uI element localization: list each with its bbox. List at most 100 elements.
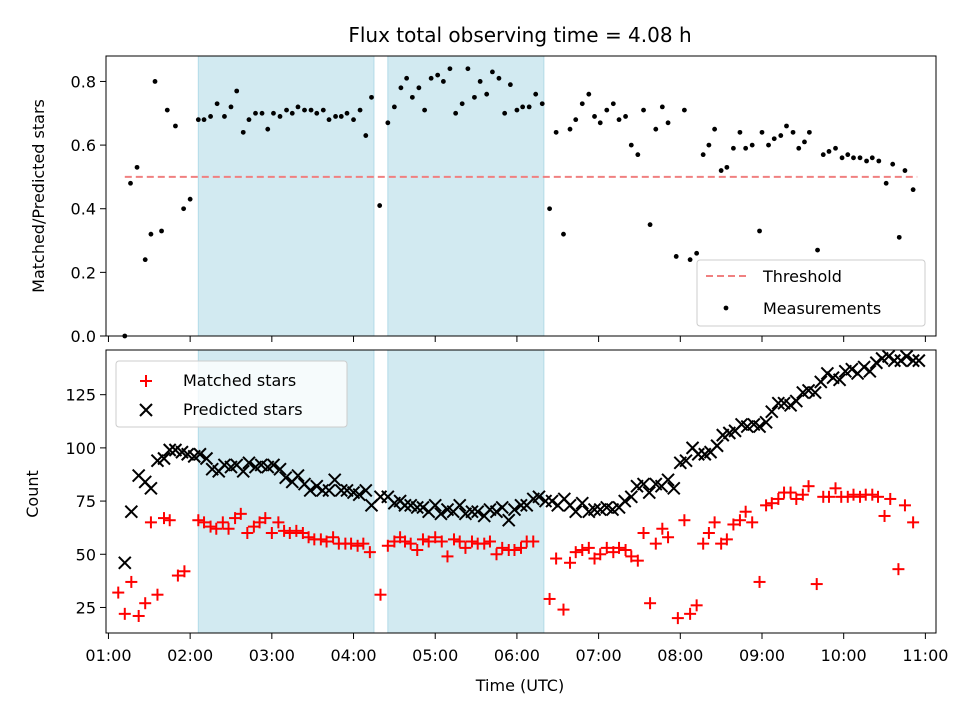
matched-star-point — [125, 575, 138, 588]
matched-star-point — [720, 533, 733, 546]
matched-star-point — [259, 512, 272, 525]
predicted-star-point — [863, 364, 877, 378]
predicted-star-point — [759, 415, 773, 430]
measurement-point — [326, 117, 332, 123]
matched-star-point — [241, 526, 254, 539]
measurement-point — [214, 101, 220, 107]
measurement-point — [665, 120, 671, 126]
predicted-star-stroke — [279, 470, 293, 485]
measurement-point — [766, 142, 771, 148]
predicted-star-stroke — [894, 353, 908, 368]
measurement-point — [440, 79, 446, 84]
predicted-star-point — [315, 483, 330, 498]
matched-star-point — [649, 537, 662, 550]
measurement-point — [604, 107, 610, 113]
measurement-point — [351, 117, 356, 123]
measurement-point — [796, 145, 802, 151]
predicted-star-stroke — [440, 502, 455, 517]
measurement-point — [159, 228, 164, 234]
predicted-star-stroke — [532, 490, 546, 504]
measurement-point — [724, 164, 730, 170]
chart-title: Flux total observing time = 4.08 h — [348, 23, 691, 47]
measurement-point — [757, 228, 762, 234]
predicted-star-stroke — [465, 505, 479, 519]
predicted-star-point — [912, 353, 926, 368]
matched-star-point — [210, 522, 223, 535]
predicted-star-stroke — [575, 496, 589, 510]
matched-star-point — [216, 516, 229, 529]
measurement-point — [320, 107, 326, 113]
matched-star-point — [847, 488, 860, 501]
predicted-star-point — [765, 404, 779, 419]
measurement-point — [152, 79, 158, 84]
measurement-point — [465, 66, 471, 72]
predicted-star-point — [303, 483, 317, 498]
matched-star-point — [302, 531, 315, 544]
matched-star-point — [234, 507, 247, 520]
x-tick-label: 01:00 — [85, 646, 131, 665]
measurement-point — [435, 72, 441, 78]
measurement-point — [208, 114, 213, 119]
predicted-star-stroke — [808, 385, 822, 400]
measurement-point — [369, 94, 374, 100]
predicted-star-stroke — [514, 498, 528, 513]
matched-star-point — [810, 578, 823, 591]
predicted-star-point — [752, 419, 767, 434]
predicted-star-stroke — [783, 398, 798, 413]
measurement-point — [687, 257, 693, 263]
predicted-star-stroke — [845, 362, 859, 376]
measurement-point — [338, 114, 344, 119]
top-x-ticks — [107, 336, 926, 342]
predicted-star-point — [502, 513, 516, 527]
matched-star-point — [790, 492, 803, 505]
predicted-star-point — [322, 483, 336, 498]
measurement-point — [357, 107, 363, 113]
matched-star-point — [631, 554, 644, 567]
measurement-point — [902, 168, 908, 173]
measurement-point — [851, 155, 856, 161]
matched-star-point — [878, 509, 891, 522]
y-tick-label: 75 — [76, 492, 96, 511]
predicted-star-stroke — [124, 505, 139, 519]
matched-star-point — [564, 556, 577, 569]
predicted-star-point — [489, 505, 504, 519]
matched-star-point — [796, 488, 809, 501]
measurement-point — [737, 129, 743, 135]
predicted-star-stroke — [881, 349, 896, 364]
predicted-star-stroke — [777, 396, 791, 410]
predicted-star-stroke — [661, 473, 675, 487]
measurement-point — [259, 110, 265, 116]
predicted-star-point — [642, 485, 656, 500]
measurement-point — [706, 142, 712, 148]
predicted-star-point — [279, 470, 293, 485]
matched-star-point — [139, 597, 152, 610]
predicted-star-point — [532, 490, 546, 504]
predicted-star-stroke — [131, 468, 146, 483]
predicted-star-stroke — [814, 375, 828, 389]
predicted-star-stroke — [328, 473, 342, 487]
matched-star-point — [374, 588, 387, 601]
predicted-star-point — [273, 462, 287, 476]
predicted-star-stroke — [291, 468, 305, 483]
matched-star-point — [112, 586, 125, 599]
matched-star-point — [158, 512, 171, 525]
matched-star-point — [576, 544, 589, 557]
measurement-point — [459, 101, 465, 107]
measurement-point — [820, 152, 826, 158]
measurement-point — [718, 168, 724, 173]
measurement-point — [514, 107, 520, 113]
measurement-point — [771, 136, 777, 142]
predicted-star-stroke — [410, 500, 424, 515]
predicted-star-point — [575, 496, 589, 510]
bottom-axes-frame — [105, 349, 937, 634]
predicted-star-point — [236, 464, 250, 478]
matched-star-point — [508, 544, 521, 557]
matched-star-point — [314, 533, 327, 546]
predicted-star-stroke — [180, 447, 195, 461]
predicted-star-stroke — [346, 485, 361, 500]
predicted-star-stroke — [404, 498, 418, 513]
y-tick-label: 125 — [65, 386, 96, 405]
matched-star-point — [671, 612, 684, 625]
matched-star-point — [404, 537, 417, 550]
